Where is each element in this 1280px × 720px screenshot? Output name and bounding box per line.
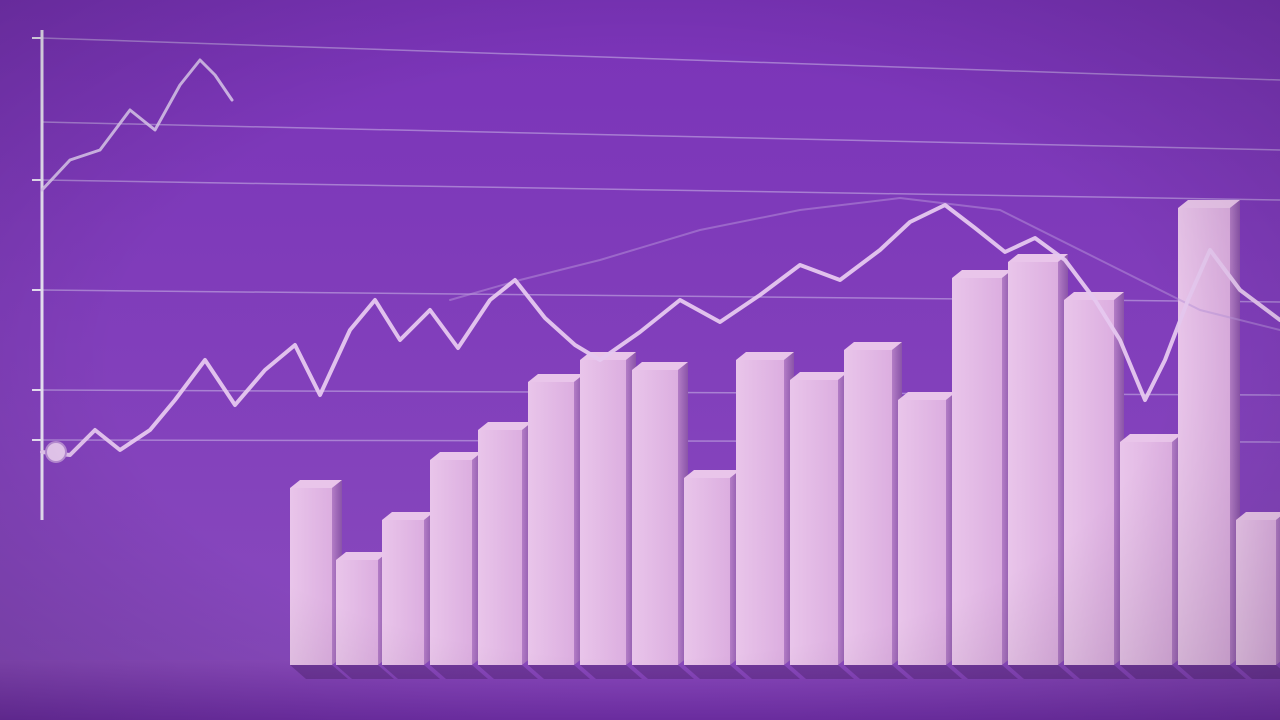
combo-chart (0, 0, 1280, 720)
vignette-overlay (0, 0, 1280, 720)
